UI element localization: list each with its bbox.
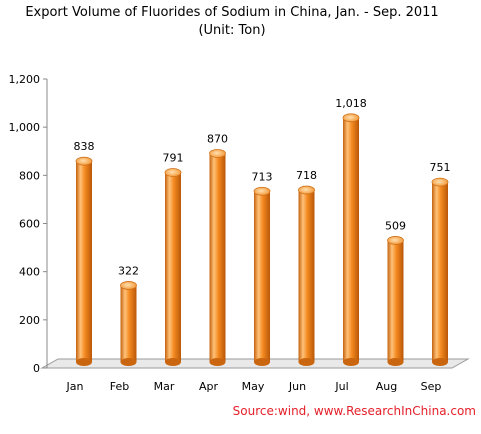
- y-tick-label: 400: [19, 266, 40, 279]
- data-label: 1,018: [335, 97, 367, 110]
- data-label: 870: [207, 132, 228, 145]
- y-tick-label: 1,200: [9, 73, 41, 86]
- data-label: 713: [252, 170, 273, 183]
- bar-body: [387, 240, 404, 362]
- bar-cap: [431, 177, 449, 187]
- bar-cap: [342, 113, 360, 123]
- bar-sep: [431, 177, 449, 366]
- x-tick-label: Sep: [421, 380, 442, 393]
- bar-base: [387, 358, 404, 366]
- y-tick-label: 800: [19, 169, 40, 182]
- bar-apr: [209, 149, 226, 366]
- bar-cap: [253, 186, 271, 196]
- bar-jan: [75, 156, 93, 366]
- bar-feb: [120, 281, 137, 366]
- x-tick-label: May: [242, 380, 265, 393]
- bar-base: [76, 358, 92, 366]
- bar-body: [76, 161, 92, 362]
- x-tick-label: Aug: [376, 380, 397, 393]
- bar-mar: [164, 168, 182, 366]
- bars-layer: [75, 113, 449, 366]
- bar-base: [165, 358, 181, 366]
- bar-jul: [342, 113, 360, 366]
- chart-title: Export Volume of Fluorides of Sodium in …: [25, 5, 438, 20]
- bar-body: [298, 190, 315, 362]
- chart-subtitle: (Unit: Ton): [198, 23, 265, 38]
- bar-jun: [298, 185, 315, 366]
- bar-body: [209, 153, 226, 362]
- x-tick-label: Feb: [110, 380, 129, 393]
- bar-cap: [75, 156, 93, 166]
- bar-cap: [387, 236, 404, 245]
- x-tick-label: Jul: [334, 380, 348, 393]
- bar-aug: [387, 236, 404, 366]
- bar-body: [165, 172, 181, 362]
- data-label: 509: [385, 219, 406, 232]
- bar-body: [343, 117, 359, 362]
- y-tick-label: 1,000: [9, 121, 41, 134]
- bar-base: [209, 358, 226, 366]
- bar-base: [254, 358, 270, 366]
- x-tick-label: Jun: [288, 380, 306, 393]
- bar-base: [298, 358, 315, 366]
- bar-base: [432, 358, 448, 366]
- labels-layer: 838 Jan 322 Feb 791 Mar 870 Apr 713 May 718 Jun 1,01…: [66, 97, 451, 393]
- data-label: 751: [430, 161, 451, 174]
- data-label: 791: [163, 152, 184, 165]
- bar-cap: [120, 281, 137, 290]
- data-label: 718: [296, 169, 317, 182]
- bar-base: [120, 358, 137, 366]
- x-tick-label: Mar: [154, 380, 175, 393]
- y-tick-label: 600: [19, 218, 40, 231]
- source-note: Source:wind, www.ResearchInChina.com: [233, 404, 476, 418]
- bar-body: [120, 285, 137, 362]
- x-tick-label: Jan: [66, 380, 84, 393]
- bar-base: [343, 358, 359, 366]
- bar-body: [432, 182, 448, 362]
- bar-cap: [164, 168, 182, 177]
- bar-body: [254, 191, 270, 362]
- x-tick-label: Apr: [199, 380, 219, 393]
- bar-may: [253, 186, 271, 366]
- bar-cap: [298, 185, 315, 195]
- y-tick-label: 200: [19, 314, 40, 327]
- bar-cap: [209, 149, 226, 158]
- data-label: 322: [118, 264, 139, 277]
- data-label: 838: [74, 140, 95, 153]
- y-tick-label: 0: [33, 362, 40, 375]
